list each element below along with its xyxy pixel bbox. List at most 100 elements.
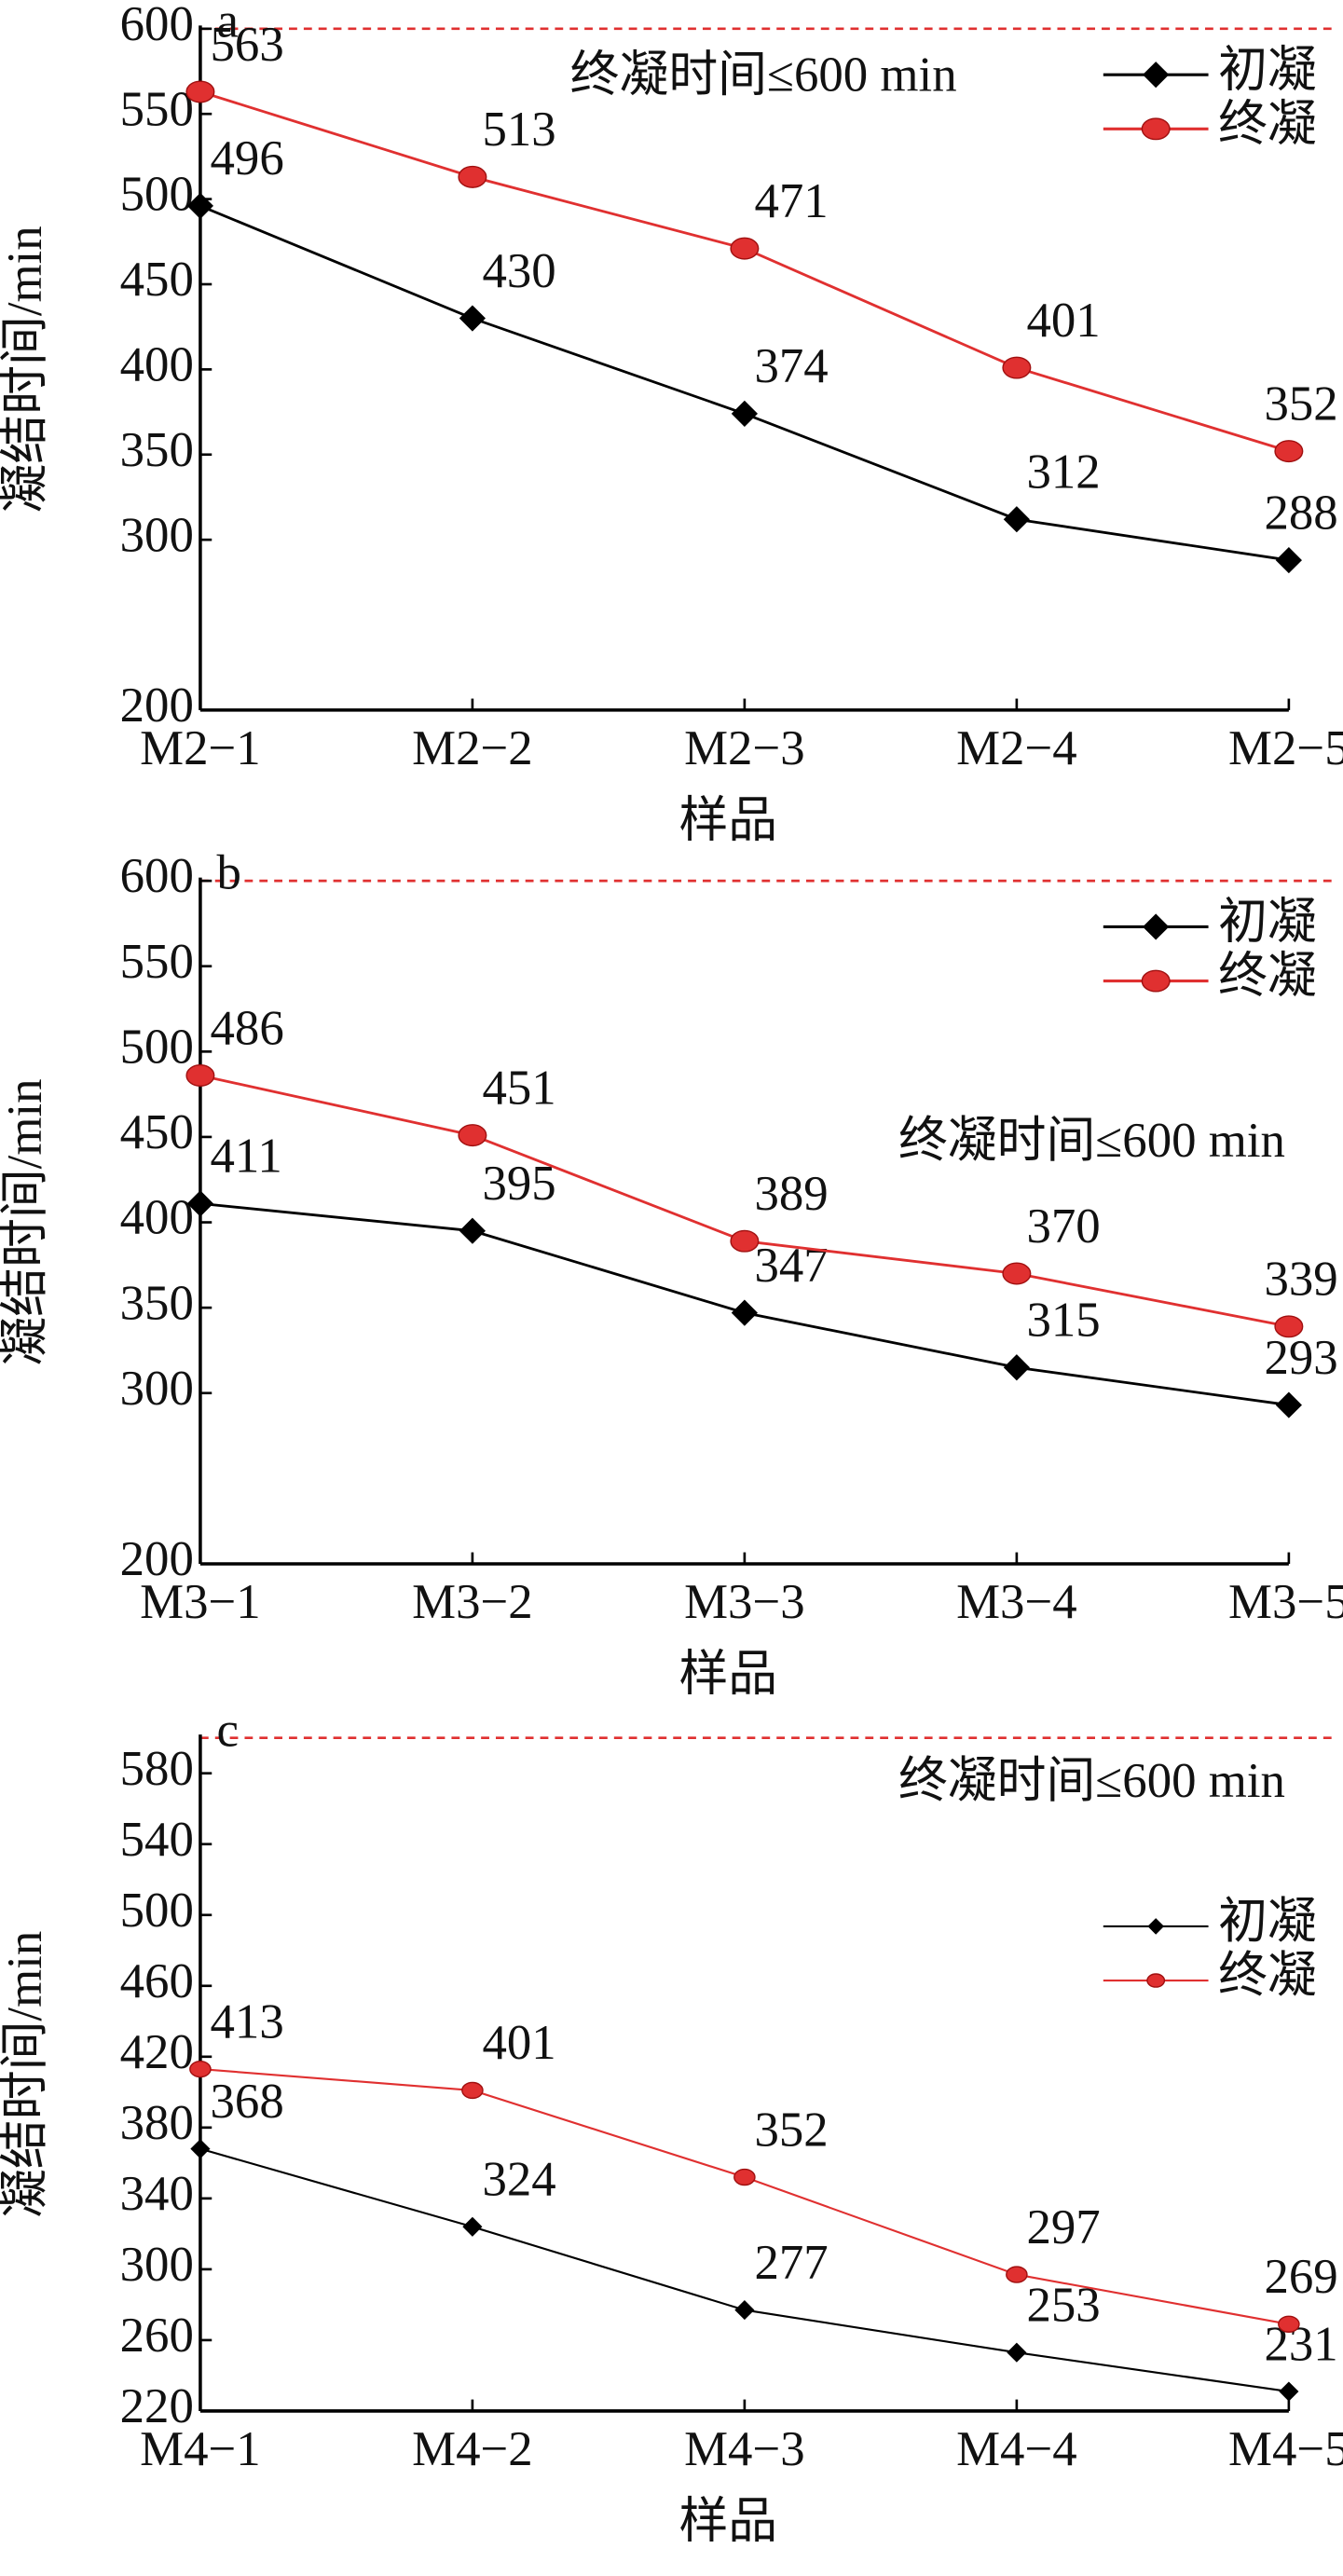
x-tick-label: M2−3 xyxy=(684,721,805,775)
data-label: 297 xyxy=(1026,2200,1100,2254)
y-tick-label: 350 xyxy=(120,1276,194,1330)
point xyxy=(459,305,486,332)
data-label: 315 xyxy=(1026,1294,1100,1348)
y-tick-label: 550 xyxy=(120,935,194,989)
data-label: 401 xyxy=(1026,294,1100,348)
data-label: 293 xyxy=(1264,1331,1337,1385)
data-label: 486 xyxy=(210,1001,283,1055)
x-tick-label: M2−2 xyxy=(412,721,533,775)
point xyxy=(458,1124,487,1147)
data-label: 395 xyxy=(482,1157,555,1211)
data-label: 471 xyxy=(754,174,828,228)
data-label: 324 xyxy=(482,2153,555,2207)
y-tick-label: 220 xyxy=(120,2379,194,2433)
x-axis-label: 样品 xyxy=(678,1647,777,1701)
point xyxy=(1274,1315,1304,1338)
x-tick-label: M3−4 xyxy=(956,1575,1077,1629)
x-tick-label: M4−3 xyxy=(684,2422,805,2476)
legend-marker xyxy=(1147,1918,1164,1935)
x-tick-label: M2−4 xyxy=(956,721,1077,775)
y-tick-label: 300 xyxy=(120,2238,194,2292)
y-tick-label: 600 xyxy=(120,849,194,903)
point xyxy=(1275,1391,1302,1418)
data-label: 288 xyxy=(1264,486,1337,540)
point xyxy=(731,1299,758,1326)
data-label: 339 xyxy=(1264,1253,1337,1307)
y-tick-label: 380 xyxy=(120,2096,194,2150)
chart-panel: 200 300 350 400 450 500 550 600 M3−1 M3−2 M3−3 M3−4… xyxy=(0,846,1343,1702)
y-tick-label: 260 xyxy=(120,2309,194,2363)
y-tick-label: 340 xyxy=(120,2167,194,2221)
legend-label: 初凝 xyxy=(1218,43,1317,97)
point xyxy=(730,237,760,260)
x-axis-label: 样品 xyxy=(678,793,777,847)
y-tick-label: 600 xyxy=(120,0,194,51)
x-tick-label: M3−5 xyxy=(1228,1575,1343,1629)
legend-marker xyxy=(1141,969,1171,993)
point xyxy=(186,1190,214,1217)
y-tick-label: 200 xyxy=(120,1532,194,1586)
x-tick-label: M4−4 xyxy=(956,2422,1077,2476)
y-tick-label: 400 xyxy=(120,338,194,392)
data-label: 231 xyxy=(1264,2317,1337,2371)
point xyxy=(1006,2266,1028,2283)
data-label: 253 xyxy=(1026,2279,1100,2333)
data-label: 430 xyxy=(482,244,555,298)
y-tick-label: 350 xyxy=(120,423,194,477)
point xyxy=(461,2081,484,2100)
point xyxy=(185,80,215,103)
point xyxy=(1007,2342,1027,2363)
y-tick-label: 500 xyxy=(120,1884,194,1938)
y-tick-label: 300 xyxy=(120,1362,194,1416)
x-tick-label: M2−5 xyxy=(1228,721,1343,775)
x-tick-label: M3−1 xyxy=(140,1575,261,1629)
y-tick-label: 580 xyxy=(120,1742,194,1796)
point xyxy=(1003,506,1030,533)
data-label: 352 xyxy=(754,2103,828,2157)
data-label: 277 xyxy=(754,2236,828,2290)
data-label: 374 xyxy=(754,339,828,393)
y-axis-label: 凝结时间/min xyxy=(0,226,52,513)
data-label: 401 xyxy=(482,2016,555,2070)
y-tick-label: 400 xyxy=(120,1191,194,1245)
y-axis-label: 凝结时间/min xyxy=(0,1931,52,2218)
x-tick-label: M4−5 xyxy=(1228,2422,1343,2476)
legend-marker xyxy=(1141,117,1171,141)
point xyxy=(185,1063,215,1087)
y-tick-label: 540 xyxy=(120,1813,194,1867)
point xyxy=(733,2168,756,2186)
legend-label: 初凝 xyxy=(1218,896,1317,950)
data-label: 312 xyxy=(1026,445,1100,500)
y-tick-label: 550 xyxy=(120,82,194,136)
legend-label: 终凝 xyxy=(1218,1949,1317,2003)
panel-label: c xyxy=(217,1703,239,1757)
y-tick-label: 450 xyxy=(120,1105,194,1159)
series-line xyxy=(199,2068,1290,2325)
y-tick-label: 450 xyxy=(120,253,194,307)
point xyxy=(1002,1262,1032,1285)
legend-label: 终凝 xyxy=(1218,97,1317,151)
point xyxy=(462,2216,483,2237)
annotation: 终凝时间≤600 min xyxy=(570,48,957,103)
x-tick-label: M3−2 xyxy=(412,1575,533,1629)
y-tick-label: 500 xyxy=(120,168,194,222)
panel-label: a xyxy=(217,0,239,48)
y-tick-label: 460 xyxy=(120,1954,194,2008)
point xyxy=(459,1217,486,1244)
data-label: 413 xyxy=(210,1994,283,2048)
data-label: 513 xyxy=(482,103,555,157)
x-tick-label: M4−1 xyxy=(140,2422,261,2476)
point xyxy=(458,165,487,188)
point xyxy=(189,2060,212,2078)
legend-label: 终凝 xyxy=(1218,950,1317,1004)
legend-label: 初凝 xyxy=(1218,1895,1317,1949)
y-tick-label: 420 xyxy=(120,2025,194,2079)
data-label: 563 xyxy=(210,18,283,72)
point xyxy=(1002,356,1032,379)
y-tick-label: 300 xyxy=(120,508,194,562)
point xyxy=(1274,440,1304,463)
annotation: 终凝时间≤600 min xyxy=(898,1114,1285,1168)
series-line xyxy=(199,90,1290,453)
x-tick-label: M4−2 xyxy=(412,2422,533,2476)
